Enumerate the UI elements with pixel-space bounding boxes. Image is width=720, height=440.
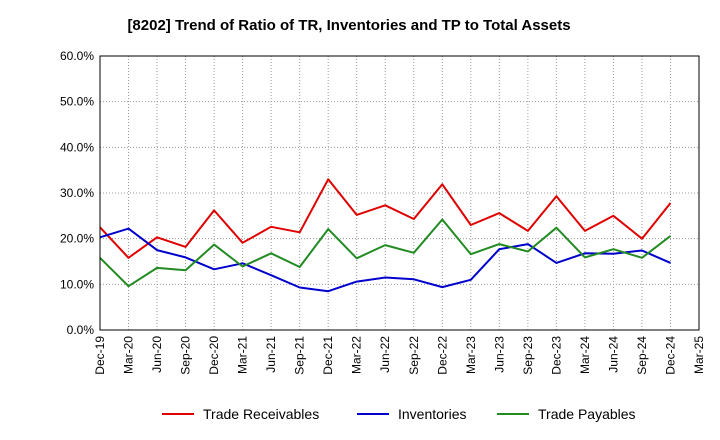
x-tick-label: Mar-23 [464,336,478,374]
x-tick-label: Sep-24 [635,336,649,375]
y-tick-label: 40.0% [60,140,94,154]
x-tick-label: Jun-22 [378,336,392,373]
y-tick-label: 30.0% [60,186,94,200]
legend-label: Trade Payables [538,406,636,422]
x-tick-label: Mar-25 [692,336,706,374]
y-axis-ticks: 0.0% 10.0% 20.0% 30.0% 40.0% 50.0% 60.0% [60,49,94,337]
x-tick-label: Jun-20 [150,336,164,373]
x-tick-label: Sep-23 [521,336,535,375]
x-tick-label: Jun-24 [606,336,620,373]
series-line-trade-receivables [99,178,672,259]
y-tick-label: 20.0% [60,232,94,246]
x-tick-label: Dec-22 [435,336,449,375]
legend-label: Trade Receivables [203,406,319,422]
y-tick-label: 10.0% [60,277,94,291]
series-lines [99,178,672,293]
x-tick-label: Mar-24 [578,336,592,374]
y-tick-label: 50.0% [60,95,94,109]
grid-lines [99,55,700,331]
x-tick-label: Dec-20 [207,336,221,375]
x-tick-label: Sep-21 [293,336,307,375]
y-tick-label: 60.0% [60,49,94,63]
x-tick-label: Dec-21 [321,336,335,375]
x-tick-label: Mar-20 [122,336,136,374]
chart-title: [8202] Trend of Ratio of TR, Inventories… [127,17,570,34]
x-tick-label: Dec-19 [93,336,107,375]
x-tick-label: Dec-24 [663,336,677,375]
series-line-trade-payables [99,218,672,288]
x-tick-label: Sep-20 [179,336,193,375]
x-tick-label: Mar-22 [350,336,364,374]
legend-label: Inventories [398,406,466,422]
x-tick-label: Jun-23 [492,336,506,373]
x-tick-label: Sep-22 [407,336,421,375]
legend: Trade Receivables Inventories Trade Payabl… [162,406,636,422]
x-tick-label: Mar-21 [236,336,250,374]
x-tick-label: Dec-23 [549,336,563,375]
x-axis-ticks: Dec-19 Mar-20 Jun-20 Sep-20 Dec-20 Mar-21 Jun-… [93,336,706,375]
plot-area-border [99,55,700,331]
x-tick-label: Jun-21 [264,336,278,373]
y-tick-label: 0.0% [67,323,95,337]
